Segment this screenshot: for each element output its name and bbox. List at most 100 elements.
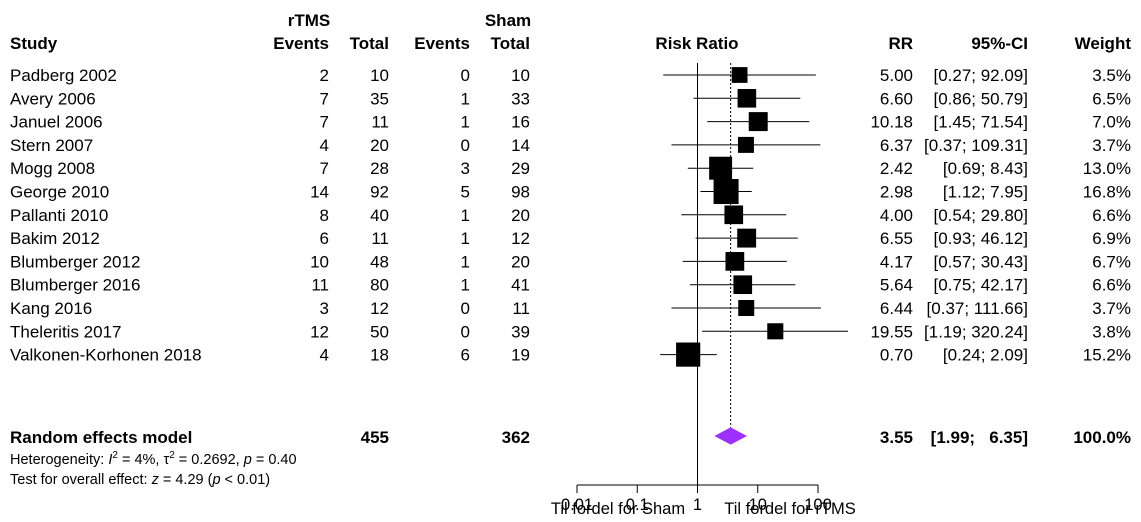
sham-total: 20 [511,206,530,225]
study-ci: [0.24; 2.09] [943,346,1028,365]
study-ci: [0.57; 30.43] [933,252,1028,271]
study-rr: 5.00 [880,66,913,85]
rtms-total: 10 [370,66,389,85]
sham-events: 5 [461,183,470,202]
rtms-events: 7 [320,89,329,108]
point-estimate-square [709,156,733,180]
rtms-events: 7 [320,159,329,178]
sham-total: 10 [511,66,530,85]
study-ci: [0.27; 92.09] [933,66,1028,85]
rtms-total: 35 [370,89,389,108]
study-row: Kang 2016 3 12 0 11 6.44 [0.37; 111.66] 3.7% [10,299,1131,318]
sham-total: 20 [511,252,530,271]
study-row: Bakim 2012 6 11 1 12 6.55 [0.93; 46.12] 6.9% [10,229,1131,248]
study-rr: 0.70 [880,346,913,365]
point-estimate-square [733,275,753,295]
i2-symbol: I [108,452,112,468]
point-estimate-square [737,89,757,108]
study-ci: [0.54; 29.80] [933,206,1028,225]
study-name: Blumberger 2012 [10,252,140,271]
study-row: Avery 2006 7 35 1 33 6.60 [0.86; 50.79] 6.5% [10,89,1131,108]
study-ci: [0.93; 46.12] [933,229,1028,248]
study-rr: 2.98 [880,183,913,202]
header-study: Study [10,34,58,53]
rtms-events: 4 [320,136,329,155]
sham-events: 6 [461,346,470,365]
point-estimate-square [713,179,739,204]
i2-value: = 4%, [118,452,164,468]
study-name: Bakim 2012 [10,229,100,248]
sham-total: 29 [511,159,530,178]
sham-total: 12 [511,229,530,248]
x-tick-label: 0.01 [561,496,593,514]
z-value: = 4.29 ( [159,472,213,488]
sham-events: 0 [461,136,470,155]
sham-total: 41 [511,276,530,295]
rtms-total: 18 [370,346,389,365]
study-weight: 3.7% [1092,136,1131,155]
study-rr: 10.18 [870,113,913,132]
study-ci: [0.75; 42.17] [933,276,1028,295]
study-row: Mogg 2008 7 28 3 29 2.42 [0.69; 8.43] 13.0% [10,159,1131,178]
sham-total: 98 [511,183,530,202]
sham-events: 0 [461,322,470,341]
pooled-total-2: 362 [502,428,530,447]
sham-total: 33 [511,89,530,108]
header-total-1: Total [350,34,389,53]
point-estimate-square [748,112,768,132]
pooled-diamond [714,427,747,445]
rtms-total: 50 [370,322,389,341]
sham-events: 0 [461,66,470,85]
header-events-2: Events [414,34,470,53]
study-name: Valkonen-Korhonen 2018 [10,346,202,365]
rtms-total: 11 [371,113,389,132]
study-name: George 2010 [10,183,109,202]
study-weight: 6.6% [1092,276,1131,295]
study-weight: 6.6% [1092,206,1131,225]
rtms-total: 28 [370,159,389,178]
study-rr: 4.00 [880,206,913,225]
sham-total: 16 [511,113,530,132]
study-name: Avery 2006 [10,89,96,108]
pooled-label: Random effects model [10,428,192,447]
point-estimate-square [737,228,757,248]
study-weight: 16.8% [1083,183,1131,202]
header-events-1: Events [273,34,329,53]
study-ci: [1.45; 71.54] [933,113,1028,132]
point-estimate-square [737,136,754,153]
sham-events: 1 [461,252,470,271]
rtms-events: 8 [320,206,329,225]
study-row: Pallanti 2010 8 40 1 20 4.00 [0.54; 29.80] 6.6% [10,206,1131,225]
rtms-events: 7 [320,113,329,132]
study-name: Theleritis 2017 [10,322,122,341]
header-group1: rTMS [288,11,331,30]
favours-right-label: Til fordel for rTMS [724,500,855,518]
study-weight: 6.5% [1092,89,1131,108]
plot-area: 0.01 0.1 1 10 100 [561,63,848,514]
sham-events: 3 [461,159,470,178]
study-row: Blumberger 2016 11 80 1 41 5.64 [0.75; 42.17] 6… [10,276,1131,295]
i2-superscript: 2 [112,450,118,461]
point-estimate-square [724,205,744,225]
sham-total: 19 [511,346,530,365]
sham-events: 1 [461,229,470,248]
study-weight: 13.0% [1083,159,1131,178]
header-rr: RR [888,34,913,53]
study-ci: [0.37; 111.66] [927,299,1028,318]
study-weight: 3.8% [1092,322,1131,341]
study-row: Januel 2006 7 11 1 16 10.18 [1.45; 71.54] 7.0% [10,113,1131,132]
study-ci: [1.19; 320.24] [924,322,1028,341]
study-rr: 4.17 [880,252,913,271]
study-name: Blumberger 2016 [10,276,140,295]
rtms-events: 3 [320,299,329,318]
rtms-events: 6 [320,229,329,248]
x-tick-label: 100 [804,496,832,514]
rtms-total: 48 [370,252,389,271]
rtms-events: 4 [320,346,329,365]
study-weight: 7.0% [1092,113,1131,132]
favours-left-label: Til fordel for Sham [551,500,685,518]
z-symbol: z [151,472,160,488]
overall-effect-text: Test for overall effect: z = 4.29 (p < 0… [10,472,270,488]
p-symbol-heterogeneity: p [243,452,252,468]
x-tick-label: 0.1 [626,496,649,514]
